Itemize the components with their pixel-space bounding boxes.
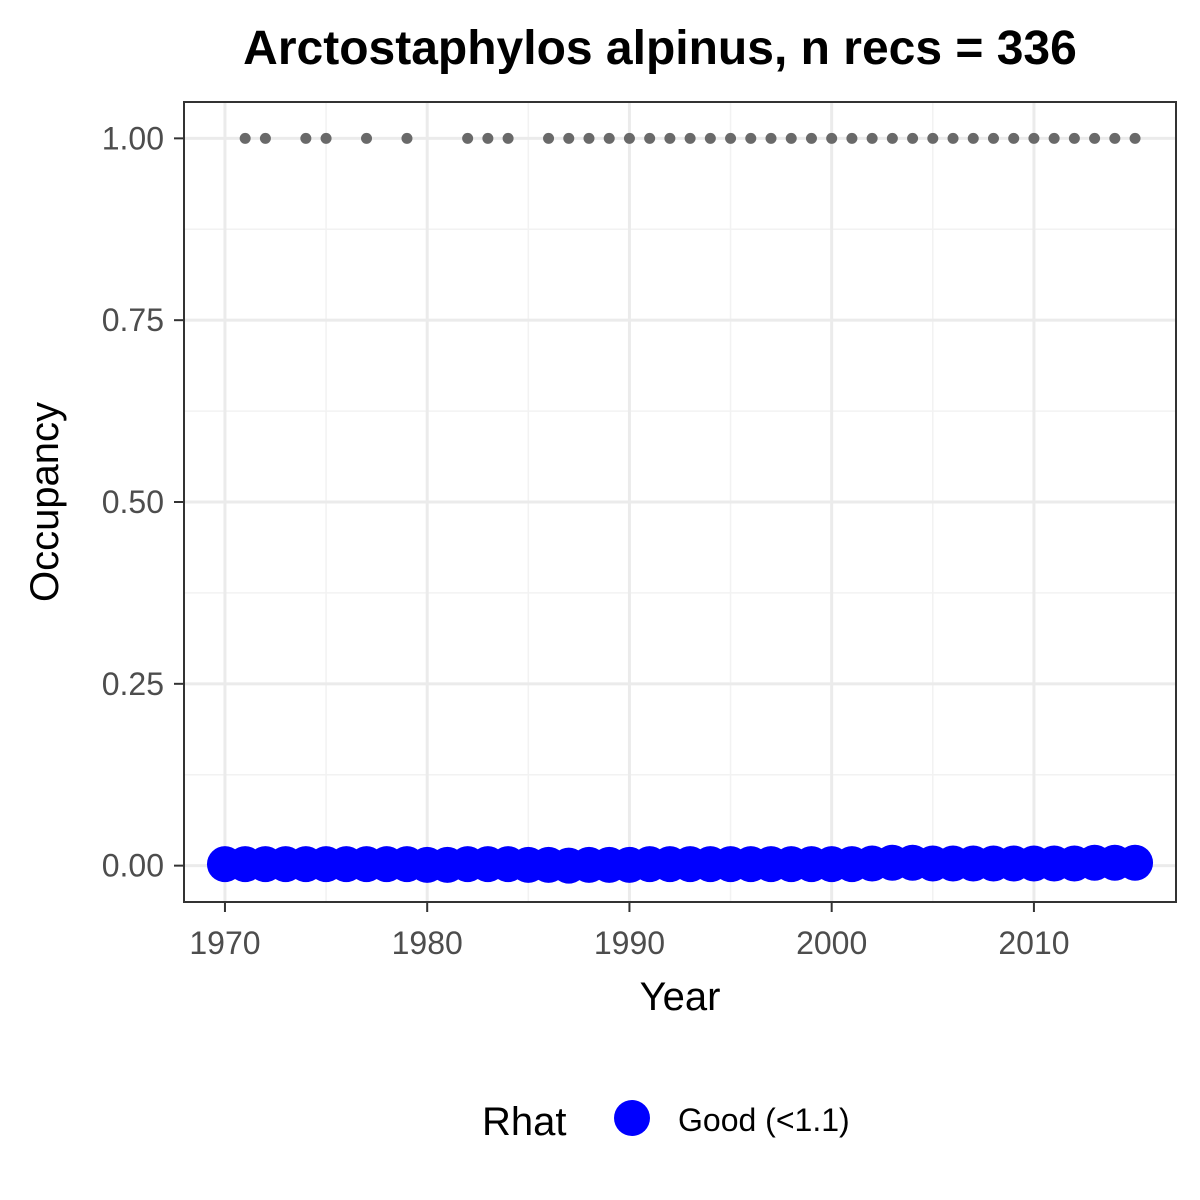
x-tick-label: 2000 <box>796 925 867 961</box>
x-axis-title: Year <box>640 975 721 1019</box>
record-point <box>644 132 656 144</box>
x-tick-label: 2010 <box>998 925 1069 961</box>
record-point <box>785 132 797 144</box>
record-point <box>401 132 413 144</box>
chart-title: Arctostaphylos alpinus, n recs = 336 <box>243 22 1077 75</box>
observed-records <box>239 132 1141 144</box>
y-axis-title: Occupancy <box>23 402 67 602</box>
record-point <box>927 132 939 144</box>
record-point <box>1048 132 1060 144</box>
record-point <box>603 132 615 144</box>
y-tick-label: 0.50 <box>102 484 164 520</box>
record-point <box>805 132 817 144</box>
record-point <box>623 132 635 144</box>
record-point <box>563 132 575 144</box>
record-point <box>967 132 979 144</box>
legend-label-good: Good (<1.1) <box>678 1102 850 1138</box>
record-point <box>745 132 757 144</box>
record-point <box>300 132 312 144</box>
record-point <box>684 132 696 144</box>
record-point <box>1068 132 1080 144</box>
x-tick-label: 1980 <box>392 925 463 961</box>
record-point <box>987 132 999 144</box>
record-point <box>1028 132 1040 144</box>
record-point <box>826 132 838 144</box>
record-point <box>704 132 716 144</box>
occupancy-points <box>206 844 1154 884</box>
record-point <box>361 132 373 144</box>
record-point <box>543 132 555 144</box>
legend: Rhat Good (<1.1) <box>482 1100 850 1144</box>
y-tick-label: 0.75 <box>102 302 164 338</box>
record-point <box>259 132 271 144</box>
record-point <box>866 132 878 144</box>
record-point <box>664 132 676 144</box>
record-point <box>1089 132 1101 144</box>
x-tick-label: 1990 <box>594 925 665 961</box>
record-point <box>482 132 494 144</box>
axes: 1970 1980 1990 2000 2010 0.00 0.25 0.50 0.75 1.00 <box>102 120 1070 961</box>
record-point <box>1109 132 1121 144</box>
record-point <box>320 132 332 144</box>
x-tick-label: 1970 <box>189 925 260 961</box>
legend-key-good <box>614 1100 650 1136</box>
occupancy-point <box>1117 844 1154 881</box>
record-point <box>583 132 595 144</box>
y-tick-label: 0.00 <box>102 848 164 884</box>
record-point <box>1129 132 1141 144</box>
record-point <box>1008 132 1020 144</box>
record-point <box>886 132 898 144</box>
y-tick-label: 0.25 <box>102 666 164 702</box>
record-point <box>907 132 919 144</box>
record-point <box>462 132 474 144</box>
record-point <box>947 132 959 144</box>
record-point <box>502 132 514 144</box>
record-point <box>846 132 858 144</box>
legend-title: Rhat <box>482 1100 567 1144</box>
y-tick-label: 1.00 <box>102 120 164 156</box>
record-point <box>765 132 777 144</box>
record-point <box>725 132 737 144</box>
record-point <box>239 132 251 144</box>
